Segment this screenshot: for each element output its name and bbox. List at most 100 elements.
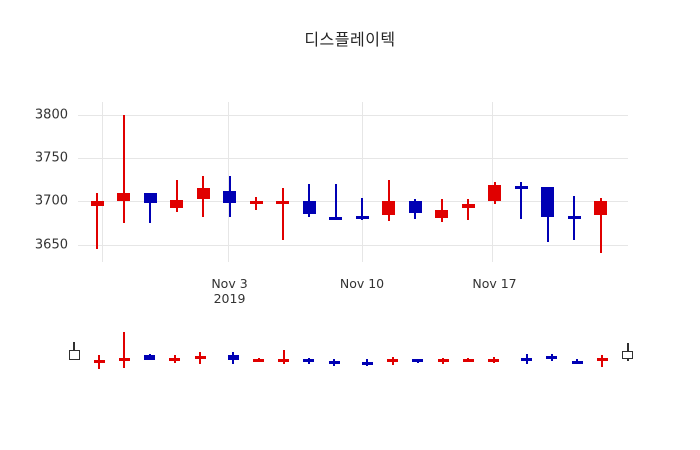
volume-candlestick xyxy=(387,330,399,372)
candle-body xyxy=(594,201,607,216)
candlestick xyxy=(541,102,554,262)
candlestick xyxy=(329,102,342,262)
candle-wick xyxy=(96,192,98,249)
volume-candle-body xyxy=(521,357,533,361)
candle-wick xyxy=(520,182,522,219)
volume-candle-body xyxy=(194,356,206,360)
volume-candlestick xyxy=(93,330,105,372)
candlestick xyxy=(355,102,369,262)
volume-candle-body xyxy=(144,355,156,361)
candle-wick xyxy=(308,184,310,218)
gridline-horizontal xyxy=(78,244,628,246)
x-axis-tick-label: Nov 3 2019 xyxy=(211,276,248,306)
volume-candle-wick xyxy=(601,355,604,367)
volume-candle-body xyxy=(361,361,373,365)
volume-candle-body xyxy=(488,358,500,362)
candle-body xyxy=(276,201,289,204)
candlestick xyxy=(408,102,422,262)
y-axis-tick-label: 3700 xyxy=(34,193,68,209)
candlestick xyxy=(382,102,395,262)
volume-candlestick xyxy=(227,330,239,372)
candlestick xyxy=(514,102,528,262)
candlestick xyxy=(276,102,289,262)
candle-wick xyxy=(281,188,284,241)
candlestick xyxy=(567,102,581,262)
volume-candlestick xyxy=(596,330,608,372)
candlestick xyxy=(594,102,607,262)
candlestick xyxy=(117,102,130,262)
candlestick xyxy=(302,102,316,262)
volume-candlestick xyxy=(118,330,130,372)
volume-candlestick xyxy=(521,330,533,372)
y-axis-tick-label: 3750 xyxy=(34,150,68,166)
candle-body xyxy=(143,192,157,204)
volume-candlestick xyxy=(412,330,424,372)
volume-candle-wick xyxy=(123,332,126,368)
volume-candle-body xyxy=(93,360,105,364)
candle-body xyxy=(461,204,475,209)
volume-candle-body xyxy=(328,361,340,365)
candlestick xyxy=(223,102,236,262)
volume-candle-body xyxy=(303,358,315,362)
volume-candlestick xyxy=(437,330,449,372)
volume-candlestick xyxy=(144,330,156,372)
candlestick xyxy=(90,102,104,262)
gridline-horizontal xyxy=(78,114,628,116)
candlestick xyxy=(249,102,263,262)
candle-wick xyxy=(361,198,363,221)
x-axis-tick-label: Nov 10 xyxy=(339,276,385,291)
volume-candle-body xyxy=(227,355,239,361)
volume-candle-body xyxy=(68,350,80,361)
volume-candle-body xyxy=(118,357,130,361)
volume-candle-body xyxy=(169,357,181,361)
candle-body xyxy=(196,188,210,199)
y-axis-tick-label: 3800 xyxy=(34,107,68,123)
candle-body xyxy=(329,217,342,220)
volume-candlestick xyxy=(303,330,315,372)
volume-candlestick xyxy=(253,330,265,372)
candle-wick xyxy=(175,179,178,212)
volume-candle-body xyxy=(546,356,558,360)
volume-candlestick xyxy=(488,330,500,372)
volume-candlestick xyxy=(622,330,634,372)
gridline-horizontal xyxy=(78,158,628,160)
volume-candlestick xyxy=(571,330,583,372)
candle-body xyxy=(249,201,263,205)
candlestick xyxy=(435,102,448,262)
volume-candle-body xyxy=(412,359,424,363)
candle-body xyxy=(90,201,104,206)
candle-body xyxy=(117,192,130,202)
candle-body xyxy=(488,185,501,202)
volume-candle-wick xyxy=(282,350,285,365)
price-axes xyxy=(78,102,628,262)
candlestick xyxy=(488,102,501,262)
x-axis-ticks: Nov 3 2019 Nov 10 Nov 17 xyxy=(0,266,700,306)
volume-candle-body xyxy=(462,359,474,363)
volume-candlestick xyxy=(278,330,290,372)
candle-wick xyxy=(122,114,125,224)
volume-candle-body xyxy=(622,351,634,360)
candle-wick xyxy=(387,179,390,222)
candle-body xyxy=(223,191,236,204)
candle-body xyxy=(567,216,581,219)
candle-body xyxy=(355,216,369,219)
y-axis-ticks: 3650 3700 3750 3800 xyxy=(0,102,700,262)
candle-body xyxy=(435,210,448,218)
candle-wick xyxy=(149,192,151,224)
candle-wick xyxy=(467,198,469,220)
candle-body xyxy=(514,185,528,190)
candle-body xyxy=(541,186,554,218)
volume-candle-wick xyxy=(576,358,579,364)
volume-candlestick xyxy=(194,330,206,372)
candle-wick xyxy=(599,198,602,254)
candlestick xyxy=(170,102,183,262)
volume-candlestick xyxy=(546,330,558,372)
candle-body xyxy=(408,201,422,213)
candle-body xyxy=(170,199,183,208)
volume-candle-body xyxy=(596,357,608,361)
volume-candle-body xyxy=(253,359,265,363)
candle-body xyxy=(382,201,395,216)
volume-candlestick xyxy=(361,330,373,372)
volume-candlestick xyxy=(462,330,474,372)
